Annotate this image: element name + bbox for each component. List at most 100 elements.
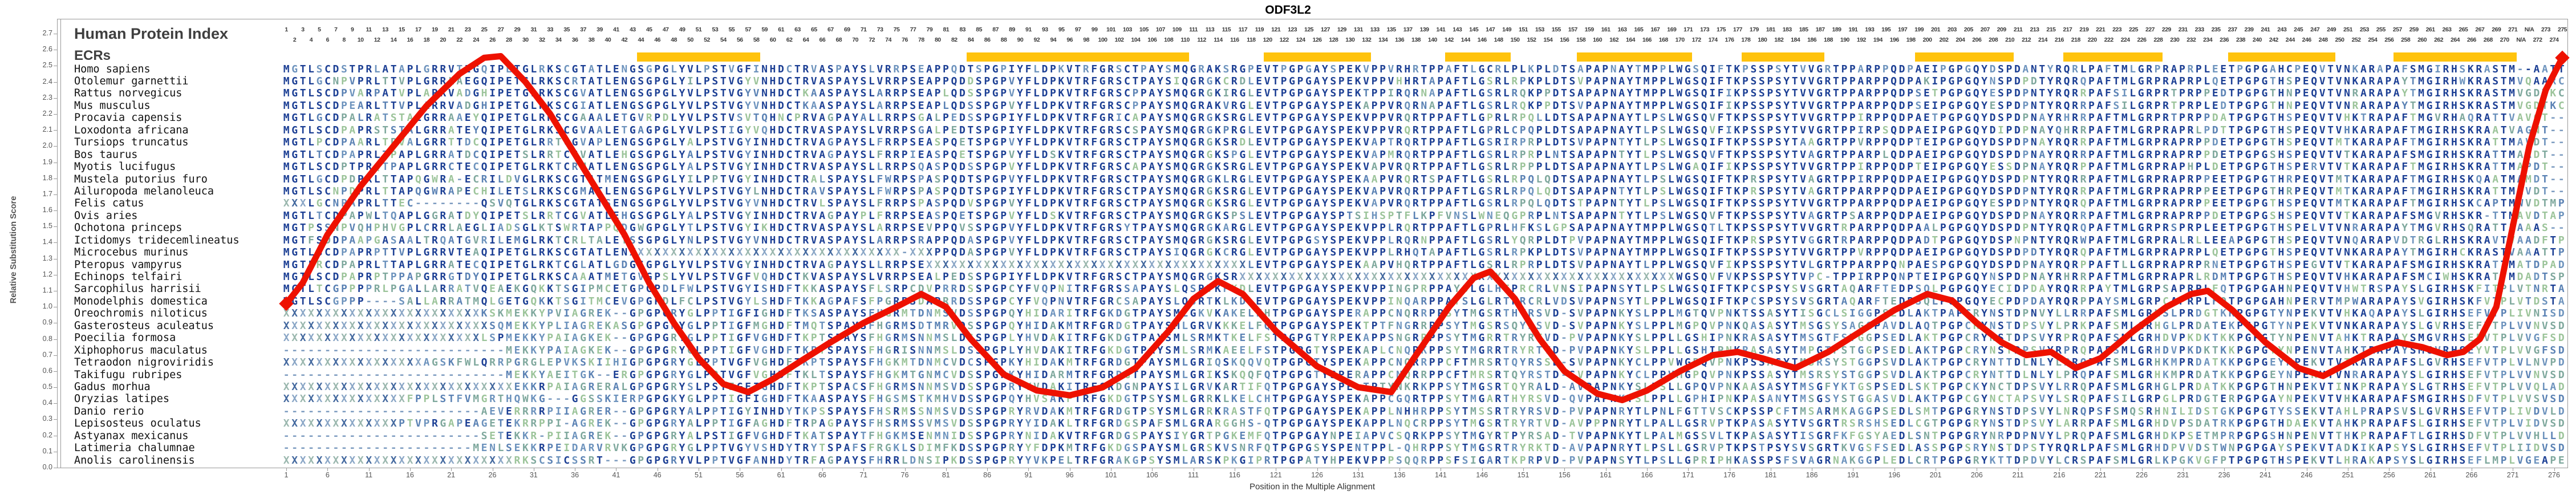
index-number: 123 [1288,26,1297,33]
index-number: 262 [2434,36,2444,43]
index-number: 91 [1025,26,1032,33]
index-number: 230 [2170,36,2180,43]
index-number: 245 [2294,26,2303,33]
y-tick-label: 1.3 [42,254,52,262]
ecr-region[interactable] [2393,52,2517,62]
x-tick-label: 251 [2342,471,2354,479]
species-name: Oryzias latipes [74,393,170,405]
y-tick-mark [54,194,57,195]
index-number: 258 [2401,36,2411,43]
x-tick-mark [409,468,411,471]
index-number: 138 [1411,36,1421,43]
index-number: 27 [497,26,504,33]
index-number: 119 [1255,26,1264,33]
index-number: 56 [736,36,743,43]
ecr-region[interactable] [2228,52,2336,62]
index-number: 102 [1114,36,1124,43]
y-tick-label: 2.4 [42,77,52,86]
y-tick-label: 2.1 [42,125,52,134]
index-number: 145 [1469,26,1479,33]
x-tick-label: 166 [1641,471,1653,479]
ecr-region[interactable] [1742,52,1824,62]
index-number: N/A [2524,26,2534,33]
index-number: 256 [2384,36,2394,43]
ecr-region[interactable] [967,52,1190,62]
ecr-region[interactable] [2063,52,2163,62]
index-number: 175 [1716,26,1726,33]
ecr-region[interactable] [1577,52,1693,62]
index-number: 154 [1543,36,1553,43]
index-number: 242 [2269,36,2279,43]
index-number: 73 [877,26,883,33]
y-tick-label: 1.8 [42,173,52,182]
ecrs-label: ECRs [74,48,111,63]
index-number: 122 [1279,36,1289,43]
index-number: 164 [1625,36,1636,43]
x-tick-label: 216 [2053,471,2066,479]
species-name: Poecilia formosa [74,332,176,344]
index-number: 71 [860,26,867,33]
index-number: 234 [2203,36,2213,43]
y-tick-mark [54,387,57,388]
index-number: 221 [2096,26,2106,33]
index-number: 53 [712,26,719,33]
index-number: 199 [1914,26,1924,33]
x-tick-label: 136 [1393,471,1406,479]
index-number: 10 [357,36,364,43]
ecr-region[interactable] [1445,52,1511,62]
species-name: Procavia capensis [74,112,182,124]
x-tick-label: 11 [365,471,373,479]
index-number: 153 [1535,26,1545,33]
ecr-region[interactable] [1914,52,2014,62]
index-number: 203 [1947,26,1957,33]
index-number: 121 [1271,26,1281,33]
index-number: 240 [2252,36,2262,43]
index-number: 217 [2063,26,2072,33]
index-number: 182 [1774,36,1784,43]
index-number: 109 [1172,26,1182,33]
index-number: 8 [342,36,346,43]
index-number: 152 [1527,36,1536,43]
y-tick-label: 1.4 [42,238,52,246]
index-number: 178 [1741,36,1751,43]
ecr-region[interactable] [1263,52,1371,62]
x-tick-label: 111 [1188,471,1199,479]
index-number: 50 [687,36,693,43]
ecr-region[interactable] [636,52,761,62]
index-number: 105 [1139,26,1149,33]
index-number: 35 [563,26,570,33]
